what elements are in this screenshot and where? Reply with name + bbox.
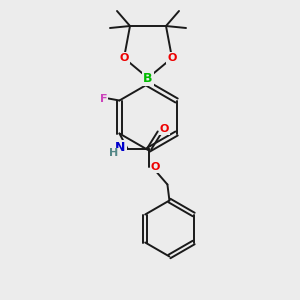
Text: F: F [100,94,107,103]
Text: N: N [115,141,126,154]
Text: O: O [151,163,160,172]
Text: O: O [119,53,129,63]
Text: B: B [143,71,153,85]
Text: H: H [109,148,118,158]
Text: O: O [160,124,169,134]
Text: O: O [167,53,177,63]
